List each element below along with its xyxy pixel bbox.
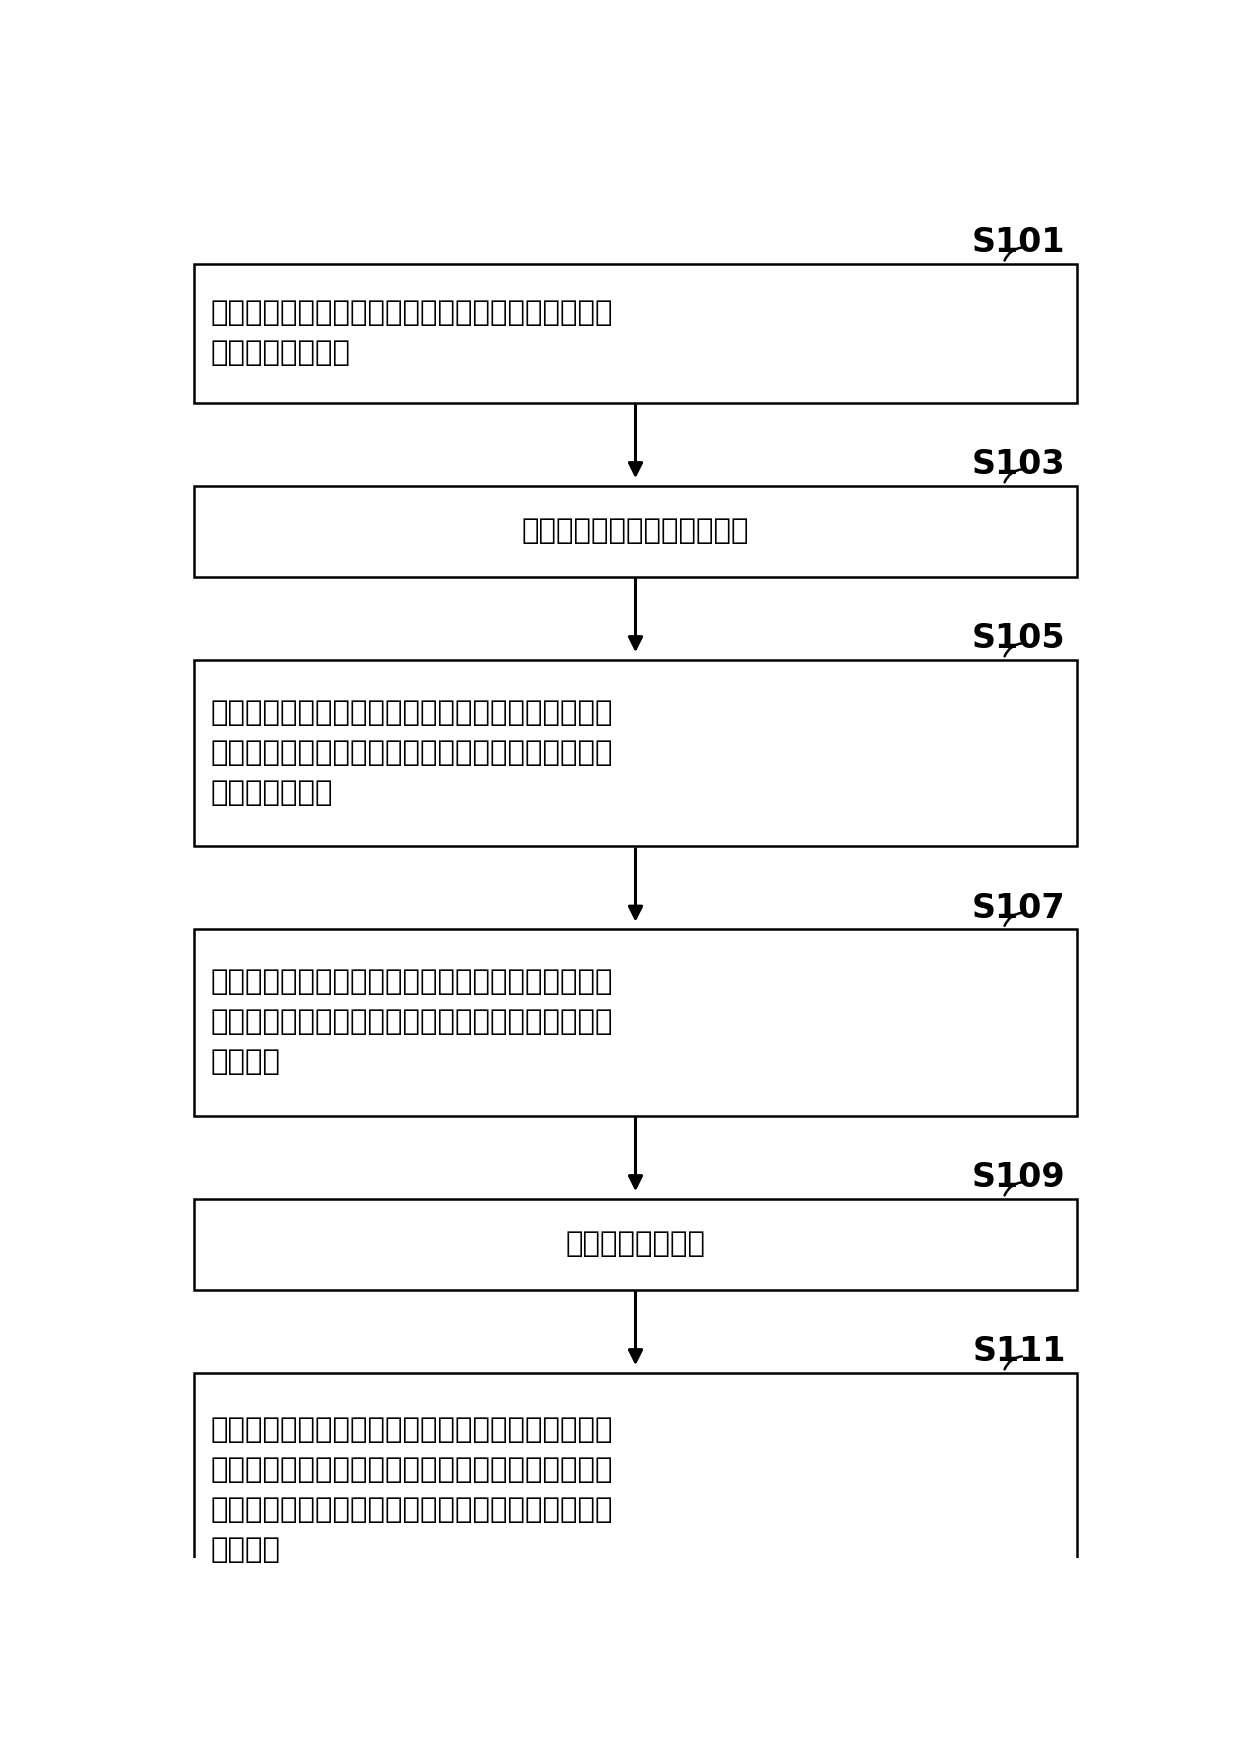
Text: 进样步骤，使所述缓冲液、液体样本以及标记物流入
和流出所述微通道: 进样步骤，使所述缓冲液、液体样本以及标记物流入 和流出所述微通道 — [211, 299, 614, 367]
Text: S109: S109 — [972, 1160, 1065, 1194]
Bar — [193, 264, 1078, 402]
Text: S111: S111 — [972, 1335, 1065, 1368]
Bar — [193, 1199, 1078, 1290]
Bar — [193, 1372, 1078, 1606]
Text: 过滤步骤，过滤所述液体样本: 过滤步骤，过滤所述液体样本 — [522, 516, 749, 544]
Text: S103: S103 — [972, 448, 1065, 481]
Text: 标记步骤，使所述含有标记物的液体以及经过所述过
滤元件过滤之后的所述液体样本在所述第二液体通道
混合并实现标记: 标记步骤，使所述含有标记物的液体以及经过所述过 滤元件过滤之后的所述液体样本在所… — [211, 698, 614, 807]
Text: S101: S101 — [972, 226, 1065, 259]
Bar — [193, 929, 1078, 1115]
Text: S105: S105 — [972, 621, 1065, 654]
Text: 富集分离步骤，通过磁场将表面连接有所述纳米磁珠
的目标微粒集中于所述混流通道中的预设位置，将目
标微粒从所述液体样本中分离出来并实现目标微粒的
富集分离: 富集分离步骤，通过磁场将表面连接有所述纳米磁珠 的目标微粒集中于所述混流通道中的… — [211, 1416, 614, 1564]
Text: S107: S107 — [972, 891, 1065, 924]
Text: 检测步骤，用特定光源照射激发所述混流通道中被所
述荧光试剂标记的所述目标微粒发光，并检测出所述
目标微粒: 检测步骤，用特定光源照射激发所述混流通道中被所 述荧光试剂标记的所述目标微粒发光… — [211, 968, 614, 1076]
Bar — [193, 660, 1078, 845]
Text: 分析以及计算步骤: 分析以及计算步骤 — [565, 1230, 706, 1258]
Bar — [193, 487, 1078, 576]
